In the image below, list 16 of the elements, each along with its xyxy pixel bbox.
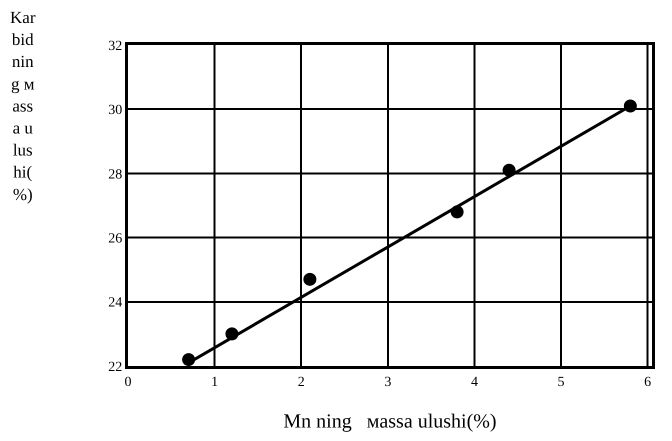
x-tick-label: 5 xyxy=(558,374,565,390)
y-tick-label: 32 xyxy=(108,38,122,54)
x-tick-label: 6 xyxy=(644,374,652,390)
x-tick-label: 0 xyxy=(124,374,132,390)
y-tick-label: 28 xyxy=(108,167,122,182)
x-tick-label: 4 xyxy=(470,374,478,390)
point xyxy=(303,272,316,286)
y-tick-label: 22 xyxy=(108,360,122,375)
x-tick-label: 2 xyxy=(298,374,305,390)
y-tick-label: 26 xyxy=(108,232,122,246)
x-tick-label: 3 xyxy=(384,374,392,390)
y-tick-label: 30 xyxy=(108,103,122,118)
y-tick-label: 24 xyxy=(108,296,122,311)
x-tick-label: 1 xyxy=(211,374,218,390)
x-axis-title: Mn ning мassa ulushi(%) xyxy=(283,410,497,432)
text: Karbidning мassa ulushi(%) xyxy=(10,8,36,204)
